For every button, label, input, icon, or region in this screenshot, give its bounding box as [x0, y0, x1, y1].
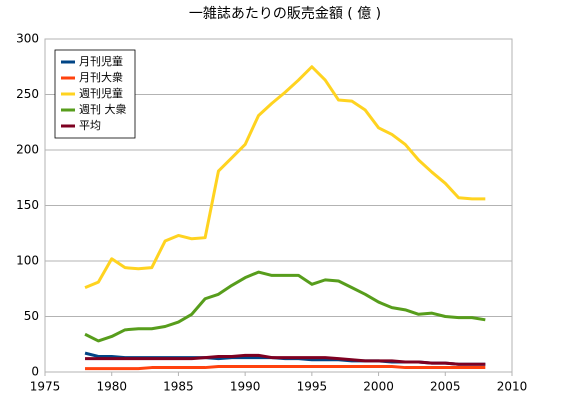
y-tick-label: 100: [16, 254, 39, 268]
x-tick-label: 1995: [297, 380, 328, 394]
y-tick-label: 150: [16, 198, 39, 212]
series-line: [84, 270, 486, 343]
legend-label: 週刊児童: [79, 86, 123, 100]
legend-label: 月刊児童: [79, 54, 123, 68]
series-line: [85, 353, 486, 366]
y-tick-label: 50: [24, 309, 39, 323]
legend-label: 週刊 大衆: [79, 102, 127, 116]
legend-label: 平均: [79, 119, 101, 132]
x-tick-label: 2010: [497, 380, 528, 394]
x-tick-label: 1990: [230, 380, 261, 394]
plot-border: [44, 38, 513, 373]
x-tick-label: 2000: [363, 380, 394, 394]
x-tick-label: 1975: [30, 380, 61, 394]
y-tick-label: 300: [16, 32, 39, 46]
chart-title: 一雑誌あたりの販売金額 ( 億 ): [189, 6, 381, 22]
series-line: [85, 364, 486, 371]
x-tick-label: 2005: [430, 380, 461, 394]
x-tick-label: 1980: [96, 380, 127, 394]
legend-label: 月刊大衆: [79, 70, 123, 84]
y-tick-label: 0: [31, 365, 39, 379]
y-tick-label: 250: [16, 87, 39, 101]
series-line: [84, 65, 486, 290]
x-tick-label: 1985: [163, 380, 194, 394]
y-tick-label: 200: [16, 143, 39, 157]
